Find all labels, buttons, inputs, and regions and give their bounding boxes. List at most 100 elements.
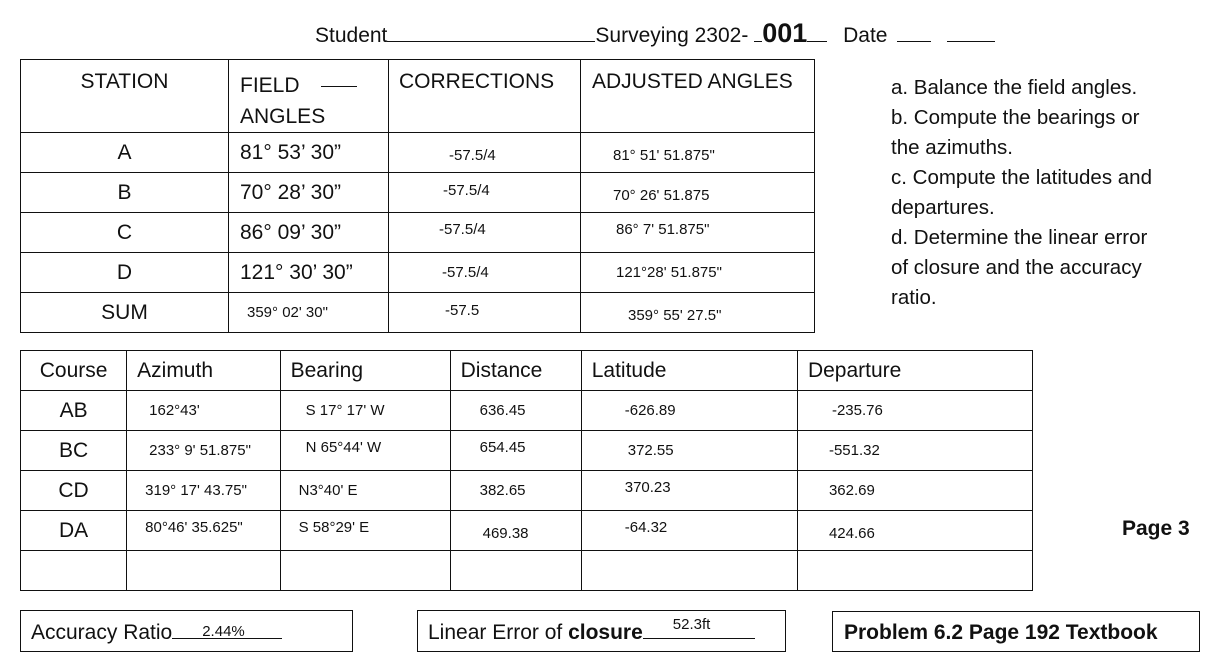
adjusted-angle-cell: 121°28' 51.875" xyxy=(580,252,815,293)
accuracy-ratio-label: Accuracy Ratio xyxy=(31,621,173,644)
instruction-line: d. Determine the linear error xyxy=(891,226,1148,249)
instruction-line: a. Balance the field angles. xyxy=(891,76,1138,99)
instruction-line: the azimuths. xyxy=(891,136,1013,159)
correction-cell: -57.5/4 xyxy=(388,212,581,253)
problem-reference-box: Problem 6.2 Page 192 Textbook xyxy=(832,611,1200,652)
header-line: Student Surveying 2302- 001 Date xyxy=(315,18,996,49)
bearing-cell: S 17° 17' W xyxy=(279,390,451,431)
empty-cell[interactable] xyxy=(279,550,451,591)
accuracy-ratio-value: 2.44% xyxy=(202,623,245,640)
departure-cell: -235.76 xyxy=(796,390,1034,431)
departure-cell: 362.69 xyxy=(796,470,1034,511)
course-cell: CD xyxy=(19,470,128,511)
student-label: Student xyxy=(315,24,388,47)
student-name-blank[interactable] xyxy=(387,22,596,42)
section-suffix-blank xyxy=(807,22,828,42)
sum-adjusted-cell: 359° 55' 27.5" xyxy=(580,292,815,333)
correction-cell: -57.5/4 xyxy=(388,252,581,293)
latitude-cell: 370.23 xyxy=(580,470,798,511)
azimuth-cell: 162°43' xyxy=(126,390,281,431)
linear-error-blank[interactable]: 52.3ft xyxy=(642,616,755,639)
latitude-cell: -64.32 xyxy=(580,510,798,551)
empty-cell[interactable] xyxy=(796,550,1034,591)
course-cell: BC xyxy=(19,430,128,471)
azimuth-cell: 319° 17' 43.75" xyxy=(126,470,281,511)
latitude-header: Latitude xyxy=(580,350,798,391)
empty-cell[interactable] xyxy=(449,550,582,591)
adjusted-angles-header: ADJUSTED ANGLES xyxy=(580,59,815,133)
accuracy-ratio-blank[interactable]: 2.44% xyxy=(172,620,283,640)
header-dash xyxy=(321,85,358,87)
instruction-line: departures. xyxy=(891,196,995,219)
adjusted-angle-cell: 81° 51' 51.875" xyxy=(580,132,815,173)
field-angle-cell: 121° 30’ 30” xyxy=(228,252,389,293)
instruction-line: c. Compute the latitudes and xyxy=(891,166,1152,189)
station-cell: D xyxy=(20,252,229,293)
sum-correction-cell: -57.5 xyxy=(388,292,581,333)
instruction-line: ratio. xyxy=(891,286,937,309)
course-label: Surveying 2302- xyxy=(595,24,749,47)
course-row-cd: CD 319° 17' 43.75" N3°40' E 382.65 370.2… xyxy=(19,470,1034,511)
distance-cell: 636.45 xyxy=(449,390,582,431)
field-angles-header: FIELD ANGLES xyxy=(228,59,389,133)
departure-header: Departure xyxy=(796,350,1034,391)
bearing-cell: N3°40' E xyxy=(279,470,451,511)
course-row-empty xyxy=(19,550,1034,591)
distance-cell: 654.45 xyxy=(449,430,582,471)
linear-error-box: Linear Error of closure 52.3ft xyxy=(417,610,786,652)
distance-cell: 382.65 xyxy=(449,470,582,511)
departure-cell: -551.32 xyxy=(796,430,1034,471)
closure-word: closure xyxy=(568,621,643,644)
problem-reference: Problem 6.2 Page 192 Textbook xyxy=(844,621,1158,644)
adjusted-angle-cell: 86° 7' 51.875" xyxy=(580,212,815,253)
field-angle-cell: 81° 53’ 30” xyxy=(228,132,389,173)
empty-cell[interactable] xyxy=(19,550,128,591)
latitude-cell: 372.55 xyxy=(580,430,798,471)
angles-header-row: STATION FIELD ANGLES CORRECTIONS ADJUSTE… xyxy=(20,59,815,133)
date-label: Date xyxy=(843,24,888,47)
course-header: Course xyxy=(19,350,128,391)
azimuth-cell: 80°46' 35.625" xyxy=(126,510,281,551)
page-number: Page 3 xyxy=(1122,517,1190,540)
angles-row-a: A 81° 53’ 30” -57.5/4 81° 51' 51.875" xyxy=(20,132,815,173)
empty-cell[interactable] xyxy=(580,550,798,591)
angles-row-d: D 121° 30’ 30” -57.5/4 121°28' 51.875" xyxy=(20,252,815,293)
angles-row-b: B 70° 28’ 30” -57.5/4 70° 26' 51.875 xyxy=(20,172,815,213)
corrections-header: CORRECTIONS xyxy=(388,59,581,133)
field-angle-cell: 86° 09’ 30” xyxy=(228,212,389,253)
linear-error-label: Linear Error of xyxy=(428,621,569,644)
instructions: a. Balance the field angles. b. Compute … xyxy=(891,73,1211,313)
distance-header: Distance xyxy=(449,350,582,391)
adjusted-angle-cell: 70° 26' 51.875 xyxy=(580,172,815,213)
station-cell: C xyxy=(20,212,229,253)
departure-cell: 424.66 xyxy=(796,510,1034,551)
bearing-cell: S 58°29' E xyxy=(279,510,451,551)
course-row-bc: BC 233° 9' 51.875" N 65°44' W 654.45 372… xyxy=(19,430,1034,471)
course-cell: DA xyxy=(19,510,128,551)
correction-cell: -57.5/4 xyxy=(388,172,581,213)
latitude-cell: -626.89 xyxy=(580,390,798,431)
correction-cell: -57.5/4 xyxy=(388,132,581,173)
date-blank-2[interactable] xyxy=(947,22,996,42)
azimuth-header: Azimuth xyxy=(126,350,281,391)
section-number: 001 xyxy=(762,18,808,48)
bearing-header: Bearing xyxy=(279,350,451,391)
courses-header-row: Course Azimuth Bearing Distance Latitude… xyxy=(19,350,1034,391)
sum-label: SUM xyxy=(20,292,229,333)
bearing-cell: N 65°44' W xyxy=(279,430,451,471)
instruction-line: b. Compute the bearings or xyxy=(891,106,1140,129)
accuracy-ratio-box: Accuracy Ratio 2.44% xyxy=(20,610,353,652)
empty-cell[interactable] xyxy=(126,550,281,591)
course-cell: AB xyxy=(19,390,128,431)
angles-sum-row: SUM 359° 02' 30" -57.5 359° 55' 27.5" xyxy=(20,292,815,333)
azimuth-cell: 233° 9' 51.875" xyxy=(126,430,281,471)
distance-cell: 469.38 xyxy=(449,510,582,551)
course-row-ab: AB 162°43' S 17° 17' W 636.45 -626.89 -2… xyxy=(19,390,1034,431)
angles-row-c: C 86° 09’ 30” -57.5/4 86° 7' 51.875" xyxy=(20,212,815,253)
instruction-line: of closure and the accuracy xyxy=(891,256,1142,279)
courses-table: Course Azimuth Bearing Distance Latitude… xyxy=(19,350,1034,591)
date-blank-1[interactable] xyxy=(897,22,932,42)
sum-field-cell: 359° 02' 30" xyxy=(228,292,389,333)
course-row-da: DA 80°46' 35.625" S 58°29' E 469.38 -64.… xyxy=(19,510,1034,551)
field-angle-cell: 70° 28’ 30” xyxy=(228,172,389,213)
